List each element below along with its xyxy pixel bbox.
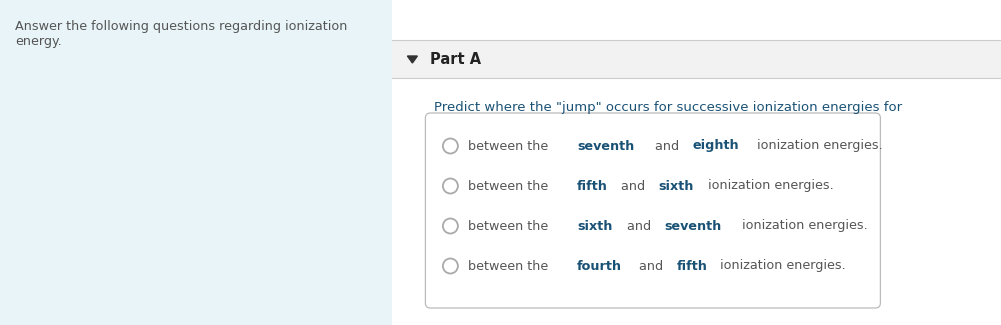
Text: ionization energies.: ionization energies.	[738, 219, 868, 232]
FancyBboxPatch shape	[0, 0, 392, 325]
Text: seventh: seventh	[578, 139, 635, 152]
Text: between the: between the	[468, 219, 553, 232]
FancyBboxPatch shape	[392, 40, 1001, 78]
Text: Predict where the "jump" occurs for successive ionization energies for: Predict where the "jump" occurs for succ…	[434, 101, 907, 114]
Text: fifth: fifth	[578, 179, 608, 192]
Text: sixth: sixth	[659, 179, 694, 192]
Text: between the: between the	[468, 179, 553, 192]
Text: between the: between the	[468, 139, 553, 152]
Text: between the: between the	[468, 259, 553, 272]
Text: fourth: fourth	[578, 259, 622, 272]
Text: ionization energies.: ionization energies.	[753, 139, 882, 152]
Polygon shape	[407, 56, 417, 63]
Text: and: and	[651, 139, 683, 152]
Text: ionization energies.: ionization energies.	[704, 179, 834, 192]
Text: and: and	[636, 259, 668, 272]
Text: sixth: sixth	[578, 219, 613, 232]
Text: Part A: Part A	[430, 51, 481, 67]
Text: Answer the following questions regarding ionization
energy.: Answer the following questions regarding…	[15, 20, 347, 48]
Text: and: and	[623, 219, 655, 232]
Text: eighth: eighth	[693, 139, 739, 152]
Text: ionization energies.: ionization energies.	[717, 259, 846, 272]
FancyBboxPatch shape	[425, 113, 881, 308]
Text: seventh: seventh	[665, 219, 722, 232]
Text: fifth: fifth	[677, 259, 708, 272]
Text: and: and	[617, 179, 649, 192]
